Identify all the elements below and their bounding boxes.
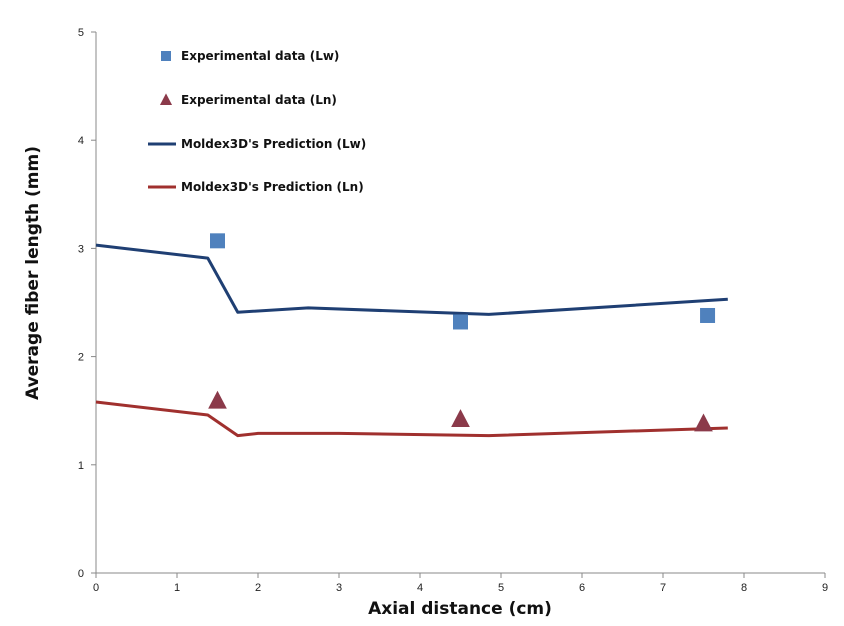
- x-tick-label: 5: [498, 582, 504, 594]
- y-tick-label: 4: [78, 135, 84, 147]
- data-point-triangle: [451, 409, 470, 428]
- legend-item-0: Experimental data (Lw): [161, 49, 339, 63]
- data-point-triangle: [208, 390, 227, 409]
- legend-label: Moldex3D's Prediction (Lw): [181, 137, 366, 151]
- x-tick-label: 7: [660, 582, 666, 594]
- legend-label: Moldex3D's Prediction (Ln): [181, 180, 364, 194]
- series-lines: [95, 243, 728, 438]
- x-tick-label: 1: [174, 582, 180, 594]
- x-tick-label: 8: [741, 582, 747, 594]
- data-point-square: [700, 307, 716, 323]
- y-tick-label: 3: [78, 243, 84, 255]
- legend-label: Experimental data (Lw): [181, 49, 339, 63]
- x-tick-label: 3: [336, 582, 342, 594]
- axes: [95, 32, 825, 574]
- legend-square-swatch: [161, 51, 171, 61]
- y-tick-label: 5: [78, 27, 84, 39]
- legend-triangle-swatch: [159, 93, 173, 105]
- x-tick-label: 9: [822, 582, 828, 594]
- y-axis-title: Average fiber length (mm): [23, 146, 43, 400]
- legend-item-3: Moldex3D's Prediction (Ln): [148, 180, 364, 194]
- data-point-square: [210, 233, 225, 249]
- legend-label: Experimental data (Ln): [181, 93, 337, 107]
- data-point-square: [453, 314, 468, 330]
- series-line-2: [95, 243, 728, 316]
- x-axis-title: Axial distance (cm): [368, 599, 552, 619]
- y-tick-label: 0: [78, 568, 84, 580]
- y-tick-label: 1: [78, 460, 84, 472]
- y-tick-label: 2: [78, 352, 84, 364]
- x-tick-label: 4: [417, 582, 423, 594]
- ticks: 0 1 2 3 4 5 6 7 8 9 0 1 2 3 4 5: [78, 27, 828, 594]
- legend-item-2: Moldex3D's Prediction (Lw): [148, 137, 366, 151]
- data-point-triangle: [694, 413, 713, 432]
- series-markers: [208, 233, 716, 432]
- series-line-3: [95, 400, 728, 438]
- x-tick-label: 0: [93, 582, 99, 594]
- x-tick-label: 2: [255, 582, 261, 594]
- legend: Experimental data (Lw) Experimental data …: [148, 49, 366, 194]
- x-tick-label: 6: [579, 582, 585, 594]
- legend-item-1: Experimental data (Ln): [159, 93, 337, 107]
